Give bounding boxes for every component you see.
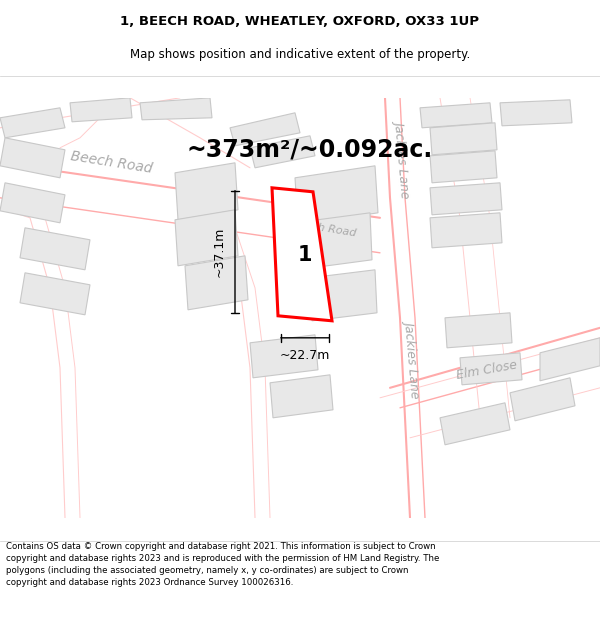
Polygon shape (20, 228, 90, 270)
Polygon shape (445, 312, 512, 348)
Polygon shape (270, 375, 333, 418)
Polygon shape (0, 138, 65, 178)
Polygon shape (70, 98, 132, 122)
Polygon shape (175, 162, 238, 220)
Polygon shape (500, 100, 572, 126)
Polygon shape (140, 98, 212, 120)
Polygon shape (460, 352, 522, 385)
Text: Map shows position and indicative extent of the property.: Map shows position and indicative extent… (130, 48, 470, 61)
Text: Contains OS data © Crown copyright and database right 2021. This information is : Contains OS data © Crown copyright and d… (6, 542, 439, 587)
Text: ~37.1m: ~37.1m (212, 227, 226, 277)
Text: 1, BEECH ROAD, WHEATLEY, OXFORD, OX33 1UP: 1, BEECH ROAD, WHEATLEY, OXFORD, OX33 1U… (121, 15, 479, 28)
Polygon shape (420, 102, 492, 128)
Polygon shape (250, 335, 318, 378)
Text: Jackies Lane: Jackies Lane (403, 319, 423, 397)
Text: Beech Road: Beech Road (70, 149, 154, 176)
Polygon shape (295, 213, 372, 270)
Polygon shape (175, 210, 238, 266)
Polygon shape (430, 122, 497, 155)
Text: 1: 1 (298, 245, 312, 265)
Text: Elm Close: Elm Close (455, 358, 518, 382)
Polygon shape (430, 182, 502, 215)
Polygon shape (540, 338, 600, 381)
Polygon shape (0, 107, 65, 138)
Polygon shape (230, 112, 300, 146)
Text: ~373m²/~0.092ac.: ~373m²/~0.092ac. (187, 138, 433, 162)
Polygon shape (440, 402, 510, 445)
Polygon shape (0, 182, 65, 222)
Polygon shape (430, 213, 502, 248)
Polygon shape (295, 166, 378, 225)
Polygon shape (510, 378, 575, 421)
Polygon shape (20, 272, 90, 315)
Polygon shape (250, 136, 315, 168)
Polygon shape (310, 270, 377, 321)
Text: ~22.7m: ~22.7m (280, 349, 330, 362)
Text: Jackies Lane: Jackies Lane (393, 119, 413, 197)
Polygon shape (272, 188, 332, 321)
Polygon shape (185, 256, 248, 310)
Text: Beech Road: Beech Road (290, 217, 357, 238)
Polygon shape (430, 151, 497, 182)
